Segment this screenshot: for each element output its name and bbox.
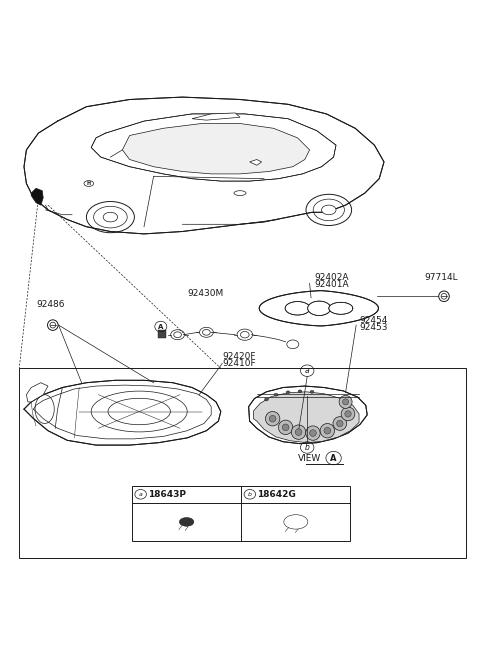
Text: H: H — [87, 181, 91, 186]
Polygon shape — [24, 97, 384, 234]
Text: 92420F: 92420F — [222, 352, 256, 361]
Text: A: A — [330, 453, 337, 462]
Ellipse shape — [310, 430, 316, 436]
Polygon shape — [26, 383, 48, 402]
Ellipse shape — [180, 517, 194, 526]
Text: 92402A: 92402A — [314, 272, 349, 282]
Ellipse shape — [310, 390, 314, 393]
Ellipse shape — [291, 425, 306, 440]
Ellipse shape — [324, 427, 331, 434]
Text: 92401A: 92401A — [314, 280, 349, 289]
Ellipse shape — [274, 393, 278, 396]
Text: a: a — [139, 492, 143, 496]
Polygon shape — [122, 124, 310, 174]
Text: b: b — [248, 492, 252, 496]
Ellipse shape — [336, 421, 343, 426]
Text: 92454: 92454 — [359, 316, 387, 325]
Ellipse shape — [333, 417, 347, 430]
Text: 92453: 92453 — [359, 323, 387, 332]
Ellipse shape — [345, 411, 351, 417]
Polygon shape — [24, 381, 221, 445]
Text: 18642G: 18642G — [257, 490, 296, 499]
Text: 92430M: 92430M — [187, 290, 224, 299]
Polygon shape — [158, 330, 166, 337]
Ellipse shape — [322, 205, 336, 215]
Ellipse shape — [306, 426, 320, 440]
Polygon shape — [329, 303, 353, 314]
Ellipse shape — [339, 396, 352, 408]
Ellipse shape — [278, 420, 293, 434]
Text: A: A — [158, 324, 164, 329]
Ellipse shape — [341, 407, 355, 421]
Text: 18643P: 18643P — [148, 490, 186, 499]
Polygon shape — [250, 160, 262, 165]
Polygon shape — [249, 386, 367, 443]
Polygon shape — [192, 113, 240, 120]
Bar — [19, 368, 466, 558]
Ellipse shape — [295, 429, 302, 436]
Ellipse shape — [265, 411, 280, 426]
Polygon shape — [91, 114, 336, 181]
Ellipse shape — [282, 424, 289, 431]
Polygon shape — [31, 188, 43, 205]
Text: 97714L: 97714L — [425, 272, 458, 282]
Polygon shape — [308, 301, 331, 316]
Text: 92486: 92486 — [36, 300, 64, 309]
Ellipse shape — [264, 398, 268, 401]
Ellipse shape — [343, 399, 348, 405]
Polygon shape — [285, 301, 310, 315]
Text: 92410F: 92410F — [222, 359, 256, 368]
Ellipse shape — [286, 391, 290, 394]
Ellipse shape — [103, 212, 118, 222]
Text: VIEW: VIEW — [299, 453, 322, 462]
Polygon shape — [253, 392, 359, 443]
Text: a: a — [305, 366, 310, 375]
Ellipse shape — [269, 415, 276, 422]
Polygon shape — [259, 291, 378, 326]
Ellipse shape — [320, 424, 335, 438]
Bar — [132, 486, 350, 541]
Text: b: b — [305, 443, 310, 452]
Ellipse shape — [298, 390, 302, 393]
